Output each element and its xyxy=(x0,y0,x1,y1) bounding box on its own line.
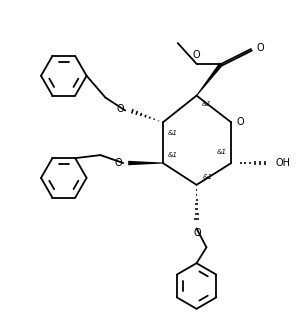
Text: O: O xyxy=(236,117,244,127)
Text: &1: &1 xyxy=(168,152,178,158)
Text: &1: &1 xyxy=(202,174,213,180)
Polygon shape xyxy=(196,63,223,96)
Text: O: O xyxy=(194,228,201,238)
Text: &1: &1 xyxy=(202,101,211,107)
Text: O: O xyxy=(117,105,124,115)
Text: &1: &1 xyxy=(216,149,226,155)
Text: &1: &1 xyxy=(168,130,178,136)
Text: O: O xyxy=(256,43,264,53)
Text: OH: OH xyxy=(276,158,291,168)
Polygon shape xyxy=(128,161,163,165)
Text: O: O xyxy=(115,158,122,168)
Text: O: O xyxy=(193,50,200,60)
